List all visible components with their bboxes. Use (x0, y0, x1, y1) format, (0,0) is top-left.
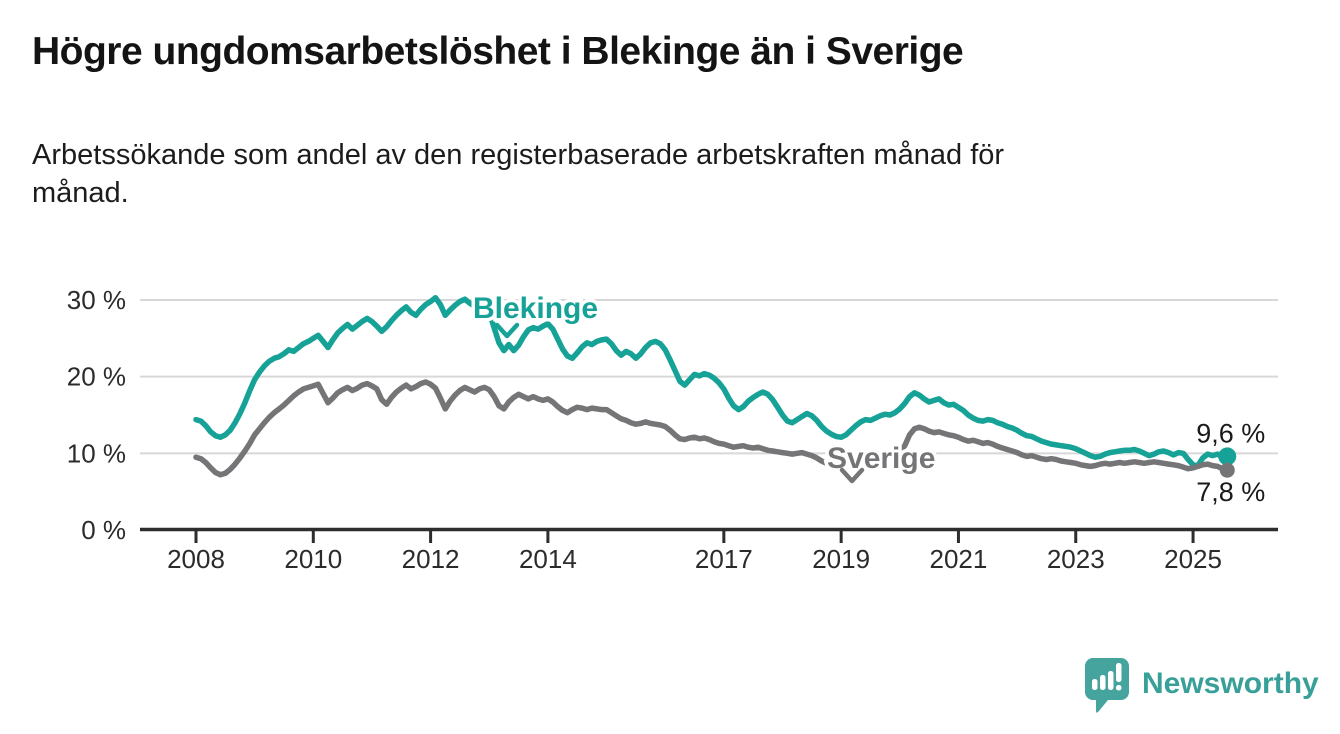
subtitle-line-1: Arbetssökande som andel av den registerb… (32, 139, 1005, 171)
newsworthy-wordmark: Newsworthy (1142, 667, 1319, 700)
x-tick-label: 2025 (1164, 544, 1222, 574)
x-tick-label: 2019 (812, 544, 870, 574)
exclamation-bar (1116, 663, 1122, 682)
gridlines: 0 % 10 % 20 % 30 % (67, 285, 1278, 545)
subtitle-line-2: månad. (32, 177, 129, 209)
y-tick-label: 30 % (67, 285, 126, 315)
bar-large (1108, 671, 1114, 690)
series-line-sverige (193, 379, 1231, 478)
speech-bubble-shape (1085, 658, 1129, 713)
x-tick-label: 2010 (284, 544, 342, 574)
data-series (193, 294, 1231, 478)
y-tick-label: 0 % (81, 515, 126, 545)
end-dot-blekinge (1218, 447, 1237, 466)
y-tick-label: 10 % (67, 438, 126, 468)
x-tick-label: 2014 (519, 544, 577, 574)
x-axis: 2008 2010 2012 2014 2017 2019 2021 2023 2025 (140, 527, 1278, 574)
exclamation-dot (1116, 685, 1122, 691)
bar-small (1092, 679, 1098, 690)
series-label-caret-sverige (839, 467, 865, 484)
x-tick-label: 2017 (695, 544, 753, 574)
bar-medium (1100, 675, 1106, 690)
page-title: Högre ungdomsarbetslöshet i Blekinge än … (32, 30, 964, 73)
x-tick-label: 2012 (402, 544, 460, 574)
end-value-label: 9,6 % (1196, 418, 1265, 448)
newsworthy-logo: Newsworthy (1083, 654, 1319, 714)
newsworthy-bubble-icon (1085, 658, 1129, 713)
end-dot-sverige (1219, 462, 1235, 478)
end-value-label: 7,8 % (1196, 477, 1265, 507)
y-tick-label: 20 % (67, 362, 126, 392)
series-label-caret-blekinge (494, 322, 520, 339)
series-line-blekinge (193, 294, 1231, 469)
chart-subtitle: Arbetssökande som andel av den registerb… (32, 136, 1282, 212)
x-tick-label: 2008 (167, 544, 225, 574)
x-tick-label: 2023 (1047, 544, 1105, 574)
series-label-blekinge: Blekinge (473, 292, 598, 325)
x-tick-label: 2021 (930, 544, 988, 574)
